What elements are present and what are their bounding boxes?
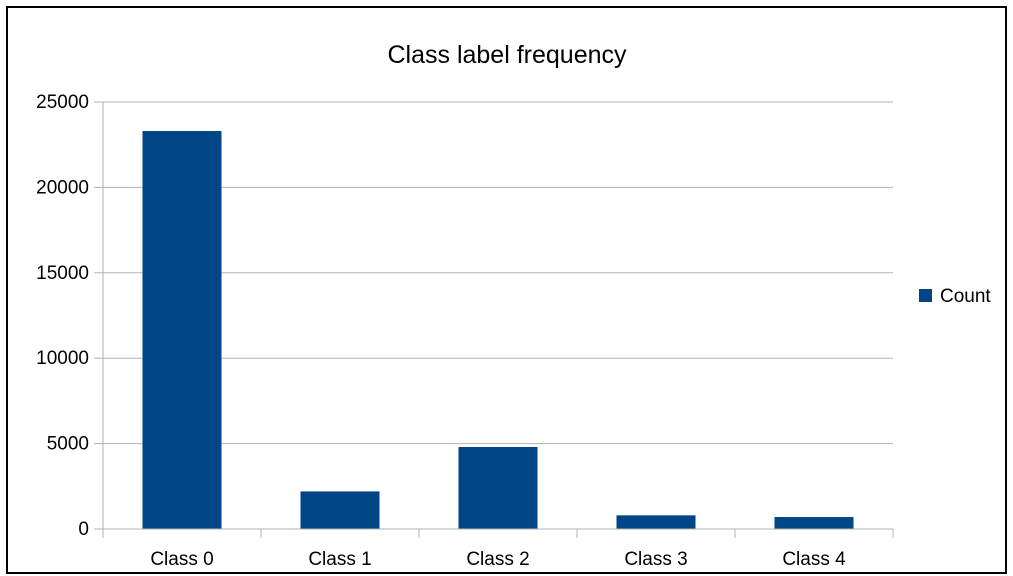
bar <box>300 491 380 529</box>
y-tick-label: 5000 <box>47 434 89 455</box>
x-tick-label: Class 3 <box>624 549 687 570</box>
bars <box>142 131 854 529</box>
x-tick-label: Class 4 <box>782 549 846 570</box>
x-axis-ticks: Class 0 Class 1 Class 2 Class 3 Class 4 <box>102 529 894 570</box>
axes <box>102 102 893 530</box>
y-tick-label: 0 <box>78 519 89 540</box>
bar <box>616 515 696 529</box>
y-tick-label: 15000 <box>36 263 89 284</box>
legend: Count <box>919 286 991 307</box>
x-tick-label: Class 0 <box>150 549 213 570</box>
bar <box>142 131 222 529</box>
legend-label-count: Count <box>940 286 991 307</box>
y-axis-ticks: 0 5000 10000 15000 20000 25000 <box>36 92 103 540</box>
chart-title: Class label frequency <box>387 41 627 69</box>
x-tick-label: Class 1 <box>308 549 371 570</box>
bar <box>458 447 538 529</box>
y-tick-label: 10000 <box>36 348 89 369</box>
x-tick-label: Class 2 <box>466 549 529 570</box>
y-tick-label: 20000 <box>36 177 89 198</box>
y-tick-label: 25000 <box>36 92 89 113</box>
legend-swatch-count <box>919 289 932 302</box>
bar <box>774 517 854 529</box>
